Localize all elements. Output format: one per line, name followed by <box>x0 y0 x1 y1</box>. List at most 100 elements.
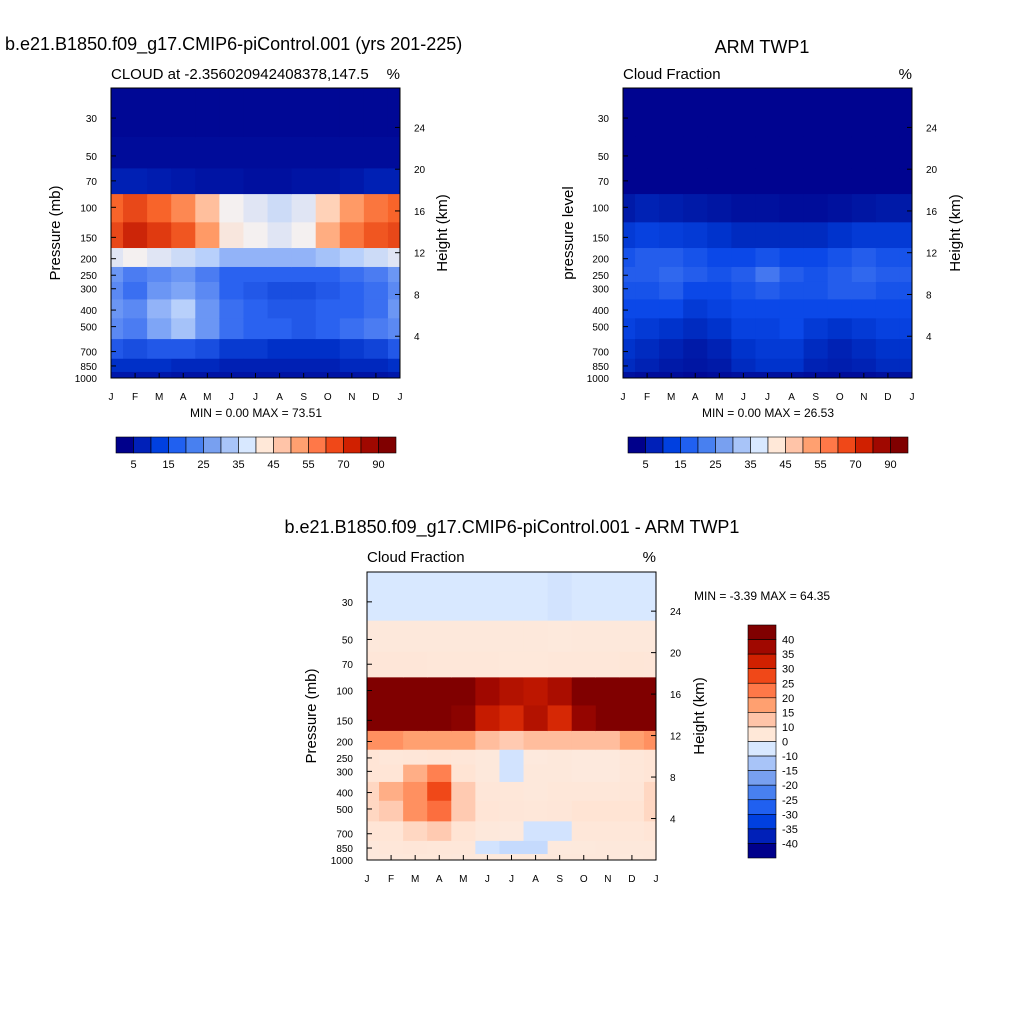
heatmap-cell <box>315 266 341 283</box>
x-tick-label: F <box>132 392 138 403</box>
heatmap-cell <box>523 705 549 732</box>
heatmap-cell <box>123 281 148 301</box>
panel-obs: ARM TWP1 Cloud Fraction % 30 50 70 100 150 20… <box>560 37 964 471</box>
x-tick-label: J <box>485 874 490 885</box>
heatmap-cell <box>523 821 549 842</box>
heatmap-cell <box>643 781 656 802</box>
heatmap-cell <box>707 281 732 301</box>
y-tick-label: 300 <box>592 285 609 296</box>
heatmap-cell <box>619 705 645 732</box>
heatmap-cell <box>195 281 220 301</box>
heatmap-cell <box>195 318 220 340</box>
heatmap-cell <box>731 318 757 340</box>
heatmap-cell <box>635 358 660 373</box>
heatmap-cell <box>755 281 781 301</box>
heatmap-cell <box>291 88 317 138</box>
heatmap-cell <box>547 705 573 732</box>
heatmap-cell <box>623 168 636 195</box>
y-tick-label: 100 <box>592 203 609 214</box>
heatmap-cell <box>595 651 621 678</box>
heatmap-cell <box>171 248 196 268</box>
heatmap-cell <box>623 281 636 301</box>
heatmap-cell <box>475 840 501 855</box>
heatmap-cell <box>683 339 708 360</box>
heatmap-cell <box>635 339 660 360</box>
heatmap-cell <box>731 281 757 301</box>
heatmap-cell <box>475 572 501 622</box>
heatmap-cell <box>367 572 380 622</box>
heatmap-cell <box>619 730 645 751</box>
heatmap-cell <box>243 318 269 340</box>
heatmap-cell <box>147 222 172 249</box>
colorbar-box <box>360 436 379 454</box>
heatmap-cell <box>659 194 684 223</box>
panel-model-units: % <box>387 66 400 83</box>
heatmap-cell <box>875 318 901 340</box>
heatmap-cell <box>291 222 317 249</box>
heatmap-cell <box>367 651 380 678</box>
heatmap-cell <box>339 88 365 138</box>
heatmap-cell <box>379 840 404 855</box>
heatmap-cell <box>803 168 829 195</box>
x-tick-label: S <box>556 874 563 885</box>
heatmap-cell <box>547 677 573 707</box>
heatmap-cell <box>619 840 645 855</box>
colorbar-box <box>872 436 891 454</box>
y-tick-label: 400 <box>592 306 609 317</box>
heatmap-cell <box>875 339 901 360</box>
heatmap-cell <box>827 168 853 195</box>
heatmap-cell <box>707 168 732 195</box>
heatmap-cell <box>643 730 656 751</box>
panel-model: b.e21.B1850.f09_g17.CMIP6-piControl.001 … <box>5 34 462 471</box>
heatmap-cell <box>635 299 660 319</box>
heatmap-cell <box>367 840 380 855</box>
y-right-tick-label: 12 <box>926 249 938 260</box>
heatmap-cell <box>803 358 829 373</box>
heatmap-cell <box>111 318 124 340</box>
y-tick-label: 150 <box>336 716 353 727</box>
heatmap-cell <box>547 651 573 678</box>
colorbar-label: 40 <box>782 635 794 647</box>
heatmap-cell <box>595 781 621 802</box>
heatmap-cell <box>387 248 400 268</box>
heatmap-cell <box>147 194 172 223</box>
colorbar-box <box>747 784 777 801</box>
heatmap-cell <box>707 299 732 319</box>
heatmap-cell <box>523 749 549 766</box>
x-tick-label: A <box>436 874 443 885</box>
heatmap-cell <box>755 299 781 319</box>
colorbar-box <box>747 697 777 713</box>
colorbar-label: 15 <box>782 707 794 719</box>
heatmap-cell <box>523 764 549 783</box>
heatmap-cell <box>339 168 365 195</box>
heatmap-cell <box>291 168 317 195</box>
heatmap-cell <box>171 136 196 169</box>
heatmap-cell <box>643 749 656 766</box>
colorbar-label: 70 <box>337 459 349 471</box>
heatmap-cell <box>475 705 501 732</box>
heatmap-cell <box>595 800 621 822</box>
heatmap-cell <box>755 136 781 169</box>
heatmap-cell <box>755 318 781 340</box>
heatmap-cell <box>315 248 341 268</box>
heatmap-cell <box>683 248 708 268</box>
heatmap-cell <box>267 194 293 223</box>
heatmap-cell <box>475 620 501 653</box>
heatmap-cell <box>755 194 781 223</box>
x-tick-label: A <box>788 392 795 403</box>
heatmap-cell <box>267 318 293 340</box>
colorbar-box <box>747 828 777 844</box>
panel-obs-minmax: MIN = 0.00 MAX = 26.53 <box>702 406 834 420</box>
heatmap-cell <box>875 281 901 301</box>
heatmap-cell <box>367 781 380 802</box>
heatmap-cell <box>707 266 732 283</box>
heatmap-cell <box>827 299 853 319</box>
heatmap-cell <box>367 620 380 653</box>
heatmap-cell <box>451 800 476 822</box>
heatmap-cell <box>779 281 805 301</box>
heatmap-cell <box>571 620 597 653</box>
y-right-tick-label: 8 <box>414 290 420 301</box>
heatmap-cell <box>363 339 389 360</box>
colorbar-box <box>273 436 292 454</box>
panel-diff-colorbar: 40 35 30 25 20 15 10 0 -10 -15 -20 -25 -30 -35 -40 <box>747 624 798 859</box>
